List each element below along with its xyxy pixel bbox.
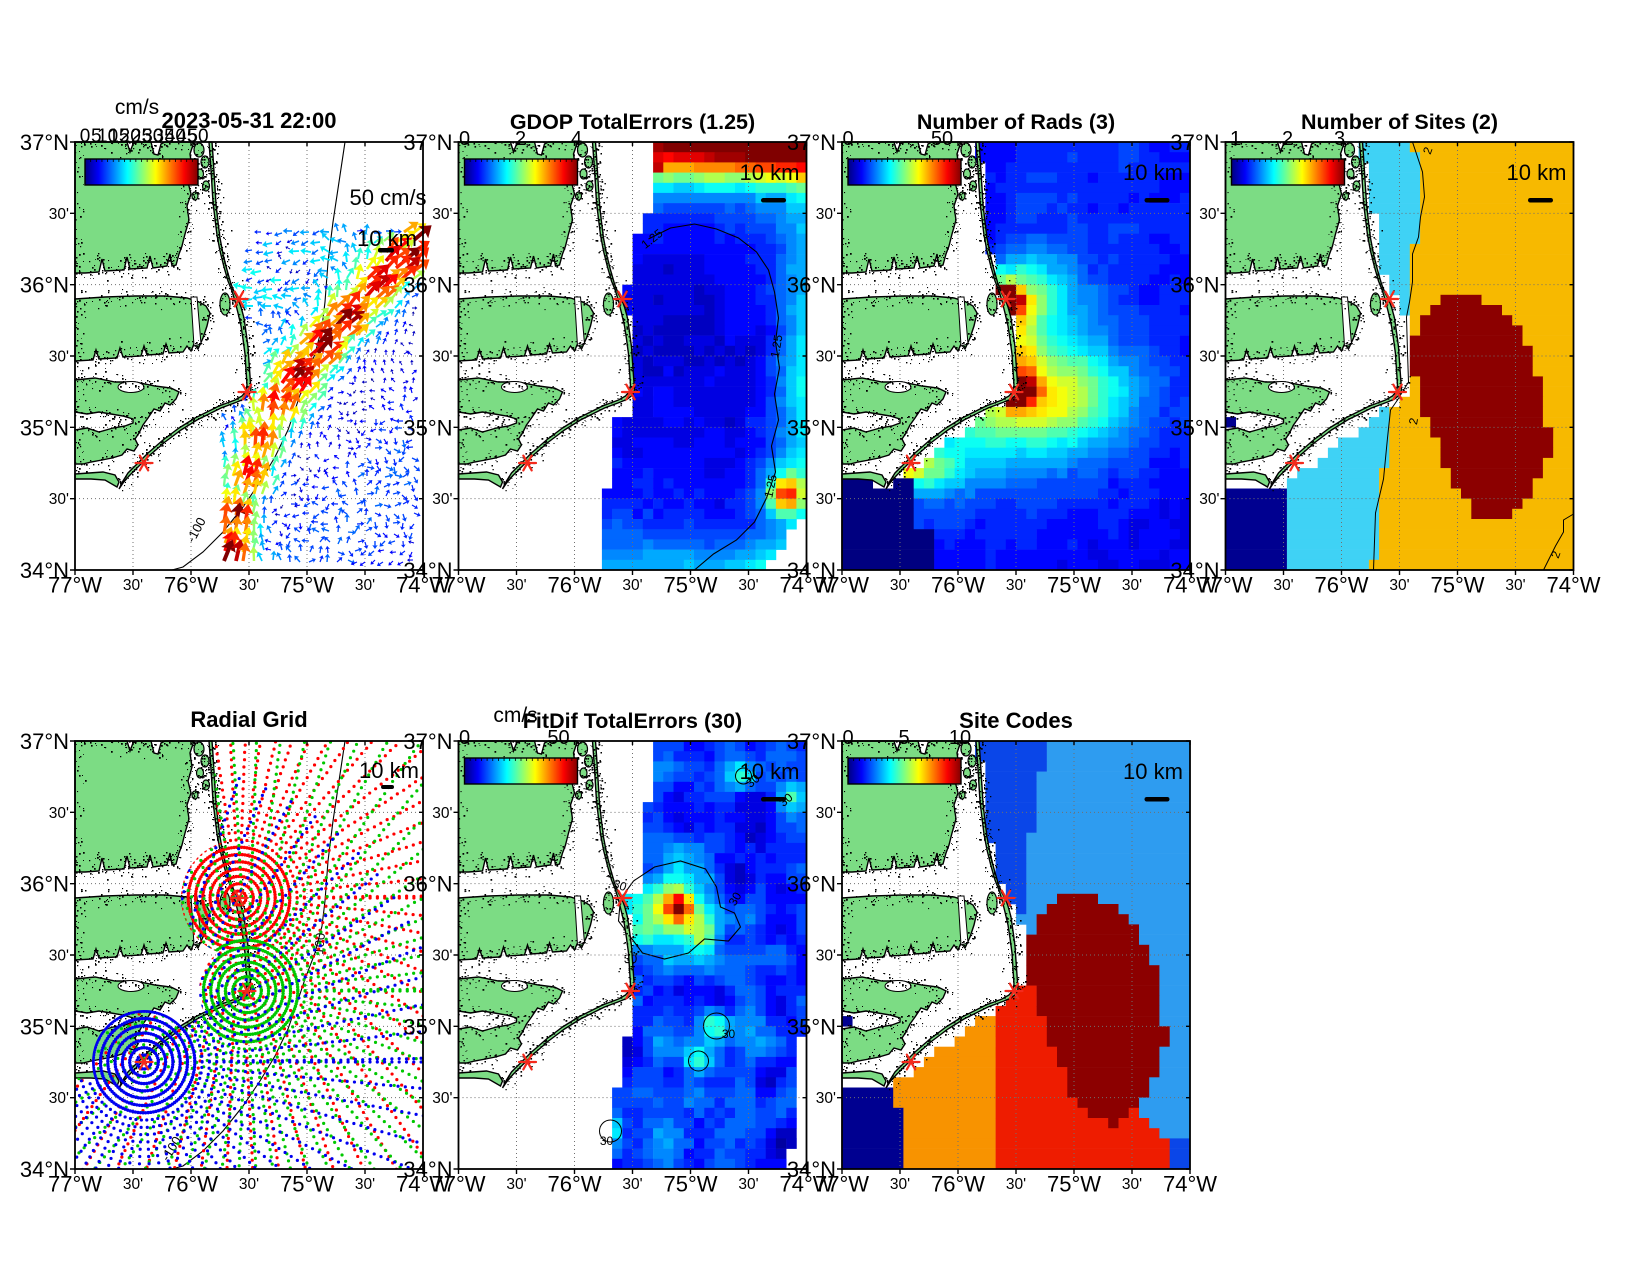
svg-text:35: 35: [154, 126, 175, 147]
svg-text:Number of Rads (3): Number of Rads (3): [917, 110, 1115, 134]
svg-text:cm/s: cm/s: [115, 96, 159, 119]
svg-text:15: 15: [108, 126, 129, 147]
svg-text:10: 10: [949, 727, 971, 749]
svg-text:0: 0: [80, 126, 91, 147]
svg-text:2023-05-31 22:00: 2023-05-31 22:00: [162, 108, 337, 133]
svg-text:2: 2: [1548, 549, 1564, 560]
svg-text:2: 2: [1406, 416, 1421, 425]
svg-text:1: 1: [1230, 128, 1241, 150]
svg-text:Number of Sites (2): Number of Sites (2): [1301, 110, 1498, 134]
svg-text:4: 4: [571, 128, 582, 150]
svg-text:Radial Grid: Radial Grid: [190, 707, 307, 732]
svg-text:1.25: 1.25: [768, 333, 786, 359]
svg-text:2: 2: [1282, 128, 1293, 150]
svg-text:30: 30: [722, 1027, 736, 1041]
svg-text:20: 20: [120, 126, 141, 147]
svg-text:2: 2: [515, 128, 526, 150]
svg-text:10 km: 10 km: [1123, 759, 1183, 784]
svg-text:50: 50: [547, 727, 569, 749]
svg-text:FitDif TotalErrors (30): FitDif TotalErrors (30): [523, 709, 742, 733]
svg-text:25: 25: [131, 126, 152, 147]
svg-text:10 km: 10 km: [357, 226, 417, 251]
svg-text:30: 30: [600, 1134, 614, 1148]
svg-text:cm/s: cm/s: [493, 704, 537, 727]
svg-text:GDOP TotalErrors (1.25): GDOP TotalErrors (1.25): [510, 110, 755, 134]
svg-text:0: 0: [842, 727, 853, 749]
svg-text:10 km: 10 km: [359, 758, 419, 783]
svg-text:5: 5: [898, 727, 909, 749]
svg-text:50: 50: [931, 128, 953, 150]
svg-text:50 cm/s: 50 cm/s: [349, 185, 426, 210]
svg-text:10: 10: [97, 126, 118, 147]
svg-text:5: 5: [91, 126, 102, 147]
svg-text:2: 2: [1420, 145, 1436, 156]
svg-text:1.25: 1.25: [761, 473, 780, 499]
svg-text:30: 30: [142, 126, 163, 147]
svg-text:10 km: 10 km: [740, 160, 800, 185]
svg-text:3: 3: [1334, 128, 1345, 150]
svg-text:0: 0: [842, 128, 853, 150]
svg-text:45: 45: [176, 126, 197, 147]
svg-text:10 km: 10 km: [1123, 160, 1183, 185]
svg-text:50: 50: [187, 126, 208, 147]
svg-text:10 km: 10 km: [1507, 160, 1567, 185]
svg-text:30: 30: [726, 889, 745, 908]
svg-text:0: 0: [459, 128, 470, 150]
svg-text:0: 0: [459, 727, 470, 749]
svg-text:Site Codes: Site Codes: [959, 708, 1073, 733]
svg-text:10 km: 10 km: [740, 759, 800, 784]
svg-text:40: 40: [165, 126, 186, 147]
